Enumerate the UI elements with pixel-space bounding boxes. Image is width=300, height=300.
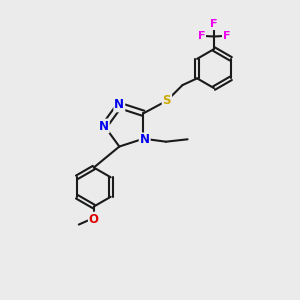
Text: N: N bbox=[99, 119, 109, 133]
Text: F: F bbox=[210, 19, 218, 29]
Text: F: F bbox=[198, 31, 205, 41]
Text: S: S bbox=[163, 94, 171, 107]
Text: O: O bbox=[89, 213, 99, 226]
Text: N: N bbox=[114, 98, 124, 111]
Text: F: F bbox=[223, 31, 230, 41]
Text: N: N bbox=[140, 134, 150, 146]
